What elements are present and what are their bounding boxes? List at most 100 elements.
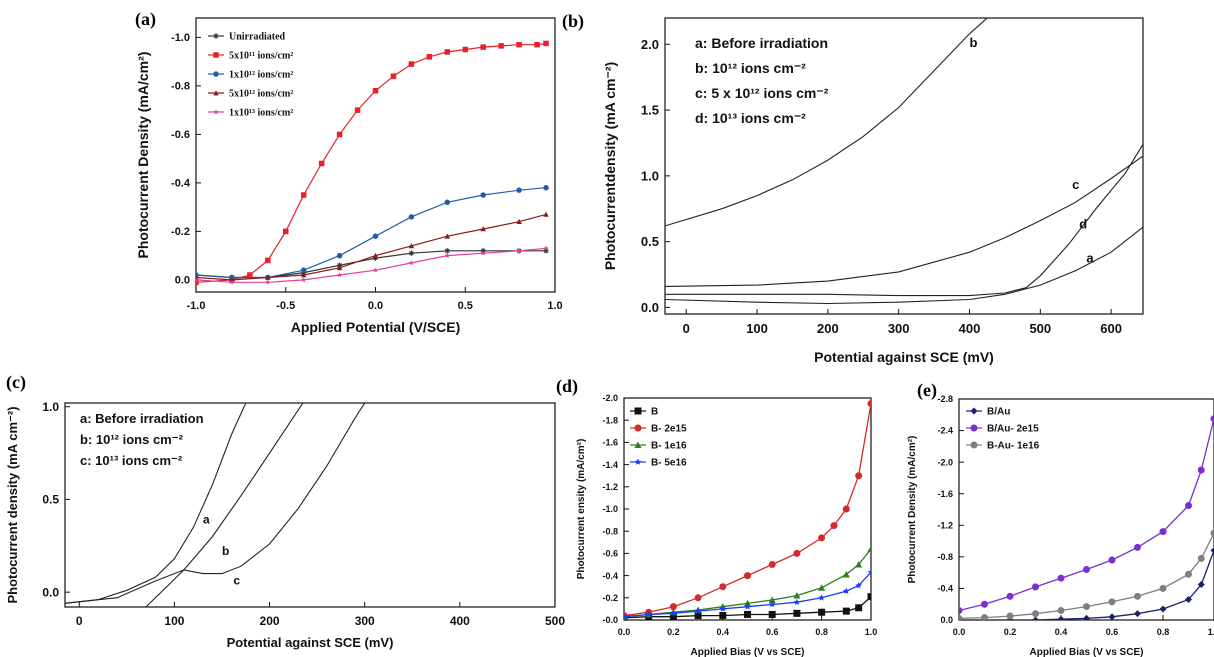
legend: B B- 2e15 B- 1e16 B- 5e16 xyxy=(630,407,687,469)
data-point xyxy=(444,248,451,254)
data-point xyxy=(444,252,450,258)
data-point xyxy=(265,274,271,280)
data-point xyxy=(1134,592,1141,600)
data-point xyxy=(390,73,397,79)
y-tick-label: -2.8 xyxy=(937,394,953,404)
data-point xyxy=(842,570,850,578)
plot-area xyxy=(665,18,1143,305)
legend-entry: B xyxy=(651,407,658,418)
data-point xyxy=(516,41,522,48)
y-tick-label: 0.5 xyxy=(641,234,659,249)
data-point xyxy=(372,252,379,258)
data-point xyxy=(1006,592,1014,600)
data-point xyxy=(1057,607,1065,615)
data-point xyxy=(855,561,863,568)
y-tick-label: -0.8 xyxy=(937,552,953,562)
data-point xyxy=(867,568,871,576)
x-tick-label: 400 xyxy=(959,321,981,336)
plot-area xyxy=(65,403,366,607)
plot-frame xyxy=(64,402,556,608)
panel-e-label: (e) xyxy=(917,380,937,401)
data-point xyxy=(543,184,549,191)
data-point xyxy=(793,598,801,606)
data-point xyxy=(1032,583,1039,591)
data-point xyxy=(336,265,343,271)
y-axis-label: Photocurrent ensity (mA/cm²) xyxy=(576,439,587,580)
data-point xyxy=(1032,616,1039,620)
data-point xyxy=(1083,614,1090,620)
curve-label: b xyxy=(222,544,229,558)
x-axis-label: Applied Potential (V/SCE) xyxy=(291,319,461,335)
legend-marker xyxy=(213,109,219,115)
y-tick-label: 0.0 xyxy=(641,300,659,315)
legend-entry: 1x10¹² ions/cm² xyxy=(229,70,293,81)
data-point xyxy=(516,248,522,253)
legend-marker xyxy=(213,52,219,58)
series-line xyxy=(959,550,1214,620)
series-b xyxy=(665,18,988,227)
data-point xyxy=(300,272,307,278)
data-point xyxy=(336,252,343,259)
data-point xyxy=(462,46,468,53)
data-point xyxy=(372,87,379,94)
y-tick-label: -2.0 xyxy=(937,457,953,467)
series-line xyxy=(665,226,1143,305)
legend-entry: d: 10¹³ ions cm⁻² xyxy=(695,110,806,126)
data-point xyxy=(768,596,776,603)
y-tick-label: -1.0 xyxy=(171,32,190,44)
legend-entry: B- 1e16 xyxy=(651,441,687,452)
x-tick-label: 0.0 xyxy=(368,300,383,312)
panel-b-label: (b) xyxy=(562,11,584,32)
data-point xyxy=(408,250,415,256)
data-point xyxy=(855,604,863,612)
data-point xyxy=(842,607,850,615)
y-tick-label: -1.8 xyxy=(602,415,618,425)
data-point xyxy=(408,260,414,266)
data-point xyxy=(229,279,235,285)
data-point xyxy=(426,54,433,60)
data-point xyxy=(300,192,307,198)
data-point xyxy=(480,192,486,198)
y-tick-label: 1.0 xyxy=(641,168,659,183)
data-point xyxy=(867,545,871,552)
data-point xyxy=(372,267,379,273)
y-tick-label: 1.5 xyxy=(641,103,659,118)
data-point xyxy=(1185,570,1192,578)
data-point xyxy=(1159,528,1167,536)
y-tick-label: -0.2 xyxy=(602,593,618,603)
data-point xyxy=(283,228,289,235)
data-point xyxy=(744,572,751,580)
series-line xyxy=(624,548,871,618)
legend-entry: 5x10¹¹ ions/cm² xyxy=(229,51,293,62)
data-point xyxy=(830,522,838,530)
data-point xyxy=(855,582,862,589)
data-point xyxy=(196,277,199,283)
x-tick-label: -0.5 xyxy=(276,300,295,312)
x-axis-label: Applied Bias (V vs SCE) xyxy=(1030,647,1144,657)
curve-label: b xyxy=(970,35,978,50)
data-point xyxy=(744,603,751,610)
data-point xyxy=(543,40,549,47)
x-tick-label: 0.6 xyxy=(766,627,779,637)
legend-entry: a: Before irradiation xyxy=(80,411,204,426)
x-tick-label: 1.0 xyxy=(1208,627,1214,637)
data-point xyxy=(337,272,343,278)
data-point xyxy=(480,250,486,256)
series-line xyxy=(196,42,547,283)
curve-label: a xyxy=(1086,251,1094,266)
data-point xyxy=(1159,584,1167,592)
data-point xyxy=(1134,543,1141,551)
x-tick-label: 0.6 xyxy=(1106,627,1119,637)
data-point xyxy=(1159,605,1167,613)
y-tick-label: -2.0 xyxy=(602,393,618,403)
series-line xyxy=(65,403,366,604)
y-tick-label: -1.2 xyxy=(937,520,953,530)
data-point xyxy=(867,593,871,601)
data-point xyxy=(645,611,652,618)
series-5x10-ions-cm- xyxy=(196,211,549,283)
series-line xyxy=(665,155,1143,287)
panel-d-label: (d) xyxy=(556,376,578,397)
plot-frame xyxy=(664,17,1144,315)
legend: a: Before irradiation b: 10¹² ions cm⁻² c:… xyxy=(695,35,829,126)
plot-area xyxy=(196,40,549,286)
